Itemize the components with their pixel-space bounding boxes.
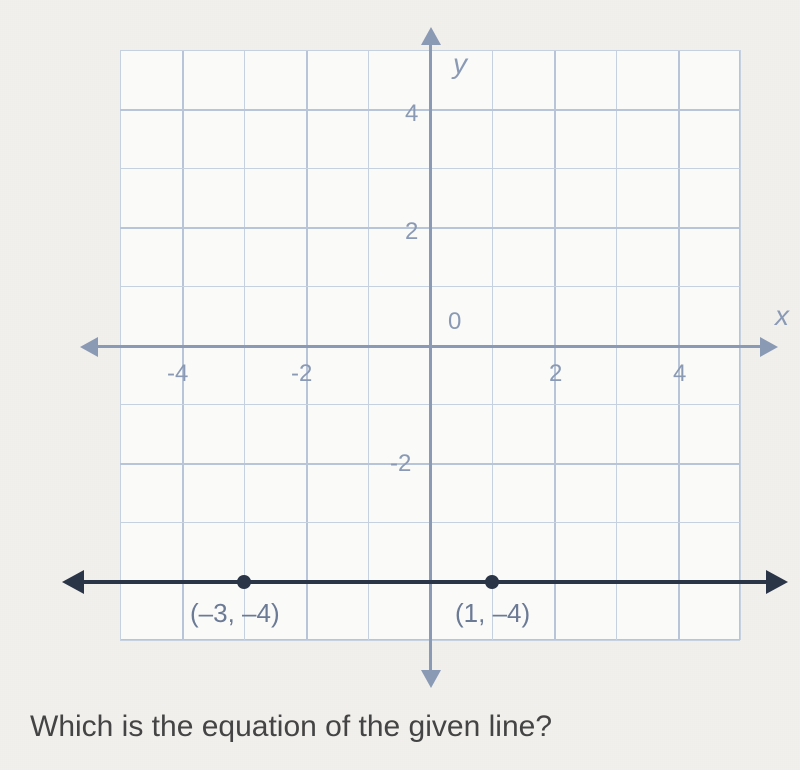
- tick-x-2: 2: [549, 360, 562, 388]
- question-text: Which is the equation of the given line?: [30, 710, 552, 744]
- line-arrow-left: [62, 570, 84, 594]
- point-label-2: (1, –4): [455, 598, 530, 629]
- x-axis-arrow-left: [80, 337, 98, 357]
- tick-x-neg2: -2: [291, 360, 312, 388]
- coordinate-chart: -4 -2 2 4 4 2 -2 0 y x (–3, –4) (1, –4): [60, 30, 740, 670]
- y-axis-arrow-up: [421, 27, 441, 45]
- y-axis-label: y: [453, 48, 467, 80]
- tick-x-neg4: -4: [167, 360, 188, 388]
- tick-y-neg2: -2: [390, 450, 411, 478]
- point-label-1: (–3, –4): [190, 598, 280, 629]
- y-axis: [429, 35, 432, 675]
- point-1-neg4: [485, 575, 499, 589]
- plotted-line: [80, 580, 770, 584]
- origin-label: 0: [448, 308, 461, 336]
- point-neg3-neg4: [237, 575, 251, 589]
- y-axis-arrow-down: [421, 670, 441, 688]
- tick-y-2: 2: [405, 218, 418, 246]
- x-axis-label: x: [775, 300, 789, 332]
- line-arrow-right: [766, 570, 788, 594]
- tick-y-4: 4: [405, 100, 418, 128]
- tick-x-4: 4: [673, 360, 686, 388]
- x-axis-arrow-right: [760, 337, 778, 357]
